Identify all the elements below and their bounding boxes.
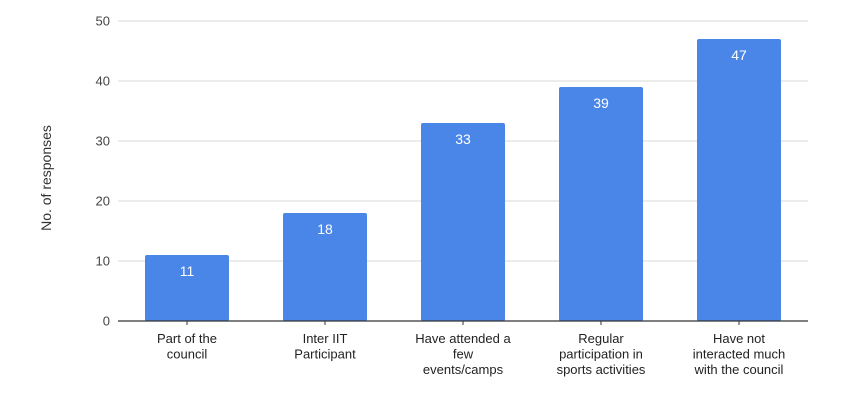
- x-category-label-line: interacted much: [693, 347, 786, 362]
- bar: [145, 255, 229, 321]
- bar: [283, 213, 367, 321]
- x-category-label-line: Have not: [713, 331, 765, 346]
- data-label: 11: [180, 263, 195, 279]
- data-label: 39: [593, 95, 609, 111]
- data-label: 33: [455, 131, 471, 147]
- data-label: 47: [731, 47, 747, 63]
- x-category-label: Have attended a few events/camps: [415, 331, 511, 377]
- y-tick-label: 0: [103, 314, 110, 329]
- bar: [697, 39, 781, 321]
- x-category-label: Regular participation in sports activities: [557, 331, 646, 377]
- x-category-label: Inter IIT Participant: [294, 331, 356, 362]
- x-category-label-line: few: [453, 347, 474, 362]
- x-category-label: Have not interacted much with the council: [693, 331, 786, 377]
- x-category-label-line: participation in: [559, 347, 643, 362]
- bar: [421, 123, 505, 321]
- x-category-label-line: council: [167, 347, 208, 362]
- y-axis-title: No. of responses: [38, 125, 54, 231]
- x-category-label-line: Regular: [578, 331, 624, 346]
- y-tick-label: 20: [96, 194, 110, 209]
- bars: 11 18 33 39 47: [145, 39, 781, 321]
- x-category-label-line: events/camps: [423, 362, 504, 377]
- y-tick-label: 50: [96, 14, 110, 29]
- x-category-label-line: Have attended a: [415, 331, 511, 346]
- x-category-label-line: Participant: [294, 347, 356, 362]
- x-category-label-line: Part of the: [157, 331, 217, 346]
- x-category-label: Part of the council: [157, 331, 217, 362]
- x-category-label-line: Inter IIT: [303, 331, 348, 346]
- y-tick-label: 10: [96, 254, 110, 269]
- data-label: 18: [317, 221, 333, 237]
- x-category-label-line: with the council: [694, 362, 784, 377]
- y-tick-label: 40: [96, 74, 110, 89]
- bar: [559, 87, 643, 321]
- y-tick-label: 30: [96, 134, 110, 149]
- x-category-label-line: sports activities: [557, 362, 646, 377]
